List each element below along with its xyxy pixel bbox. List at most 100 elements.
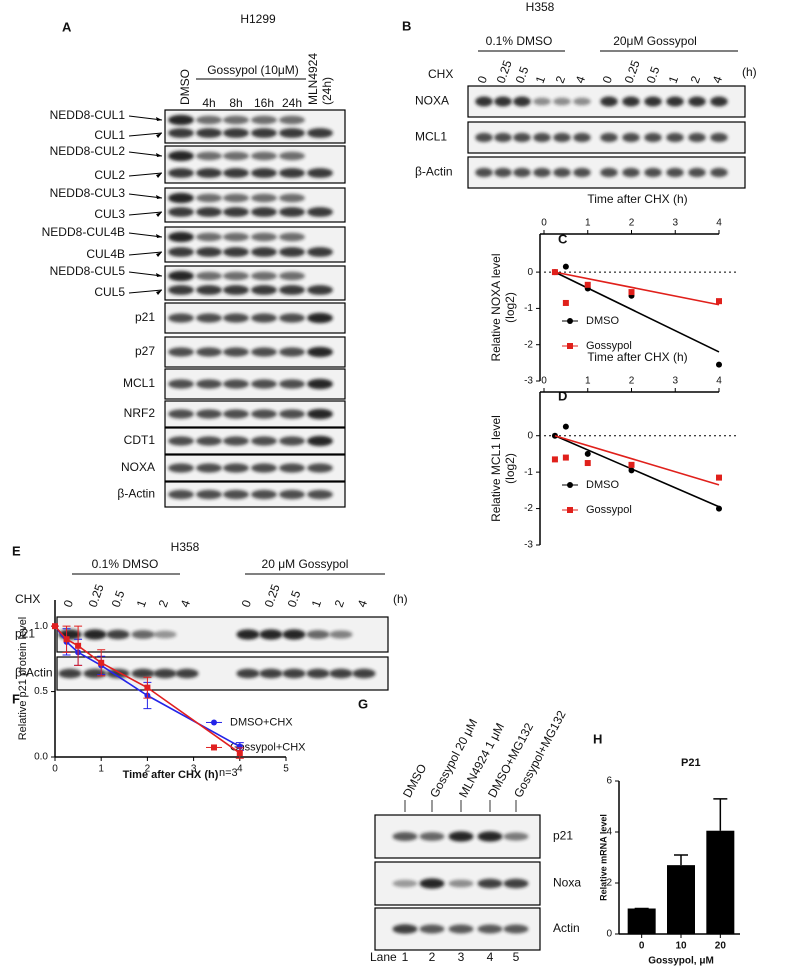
x-axis-label: Time after CHX (h) (123, 769, 219, 781)
point (52, 623, 58, 630)
band (307, 285, 333, 295)
panel-label: D (558, 388, 567, 403)
x-tick-label: 0 (52, 764, 58, 775)
panel-label: E (12, 543, 21, 558)
band (307, 207, 333, 217)
band (196, 207, 222, 217)
band-label: MCL1 (415, 130, 447, 144)
arrow-head (156, 153, 162, 157)
band-label: CUL5 (94, 285, 125, 299)
point (584, 460, 591, 467)
lane-label: 0.25 (262, 582, 283, 609)
legend-marker (567, 343, 573, 349)
band (279, 115, 305, 125)
band (196, 151, 222, 161)
band (168, 270, 194, 282)
band-label: NEDD8-CUL2 (50, 144, 126, 158)
band-label: p21 (15, 627, 35, 641)
y-tick-label: 0 (527, 430, 533, 441)
lane-number: 5 (513, 950, 520, 964)
band-label: p21 (135, 310, 155, 324)
lane-label: 1 (309, 598, 325, 609)
unit-label: (h) (393, 592, 408, 606)
point (562, 263, 569, 270)
band (513, 96, 531, 107)
band (223, 151, 249, 161)
point (716, 298, 722, 305)
lane-label: 0 (475, 74, 491, 85)
point (716, 361, 722, 368)
band-label: β-Actin (15, 666, 53, 680)
band (223, 285, 249, 295)
y-tick-label: 0 (527, 267, 533, 278)
lane-label: 2 (688, 74, 704, 85)
band (153, 668, 177, 679)
bar (706, 830, 735, 934)
band (533, 132, 551, 143)
band (553, 97, 571, 106)
band (223, 247, 249, 257)
lane-label: MLN4924 (306, 53, 320, 105)
point (562, 454, 569, 461)
band (83, 668, 107, 679)
legend-label: Gossypol (586, 340, 632, 352)
lane-label: 0.5 (513, 64, 532, 85)
band (573, 132, 591, 143)
bar (627, 908, 656, 934)
legend-marker (567, 318, 573, 324)
band (196, 271, 222, 281)
legend-label: Gossypol+CHX (230, 741, 306, 753)
band (223, 379, 249, 389)
band (279, 247, 305, 257)
y-tick-label: 0 (606, 929, 612, 940)
x-tick-label: 0 (541, 376, 547, 387)
lane-label: 0.25 (86, 582, 107, 609)
band-label: NEDD8-CUL5 (50, 264, 126, 278)
band (131, 630, 155, 639)
band (622, 96, 640, 107)
lane-label: DMSO (178, 69, 192, 105)
band (196, 313, 222, 323)
x-axis-label: Gossypol, μM (648, 956, 714, 967)
band (573, 97, 591, 106)
point (584, 281, 591, 288)
x-tick-label: 2 (629, 218, 635, 229)
band (622, 132, 640, 143)
band (279, 463, 305, 473)
group-label: 0.1% DMSO (92, 557, 159, 571)
band (513, 132, 531, 143)
band (306, 668, 330, 679)
band (279, 271, 305, 281)
x-tick-label: 0 (541, 218, 547, 229)
point (628, 467, 635, 474)
lane-label: 0.5 (285, 588, 304, 609)
band (644, 167, 662, 178)
band (236, 629, 260, 640)
lane-label: 0 (61, 598, 77, 609)
band-label: NRF2 (124, 406, 156, 420)
band (307, 463, 333, 473)
arrow-head (156, 173, 162, 178)
band (223, 207, 249, 217)
band (392, 924, 418, 934)
band (279, 207, 305, 217)
x-tick-label: 1 (585, 376, 591, 387)
arrow (128, 271, 163, 277)
y-tick-label: -2 (524, 503, 533, 514)
band-label: Noxa (553, 876, 581, 890)
band (329, 630, 353, 639)
band (259, 668, 283, 679)
band (223, 193, 249, 203)
band (666, 167, 684, 178)
point (98, 659, 105, 666)
band-label: CUL2 (94, 168, 125, 182)
lane-label: DMSO (400, 762, 429, 800)
x-tick-label: 3 (672, 218, 678, 229)
y-axis-label: (log2) (503, 453, 517, 484)
band (279, 436, 305, 446)
band (251, 489, 277, 500)
lane-label: 1 (134, 598, 150, 609)
band (710, 167, 728, 178)
band (494, 167, 512, 178)
band (419, 878, 445, 889)
